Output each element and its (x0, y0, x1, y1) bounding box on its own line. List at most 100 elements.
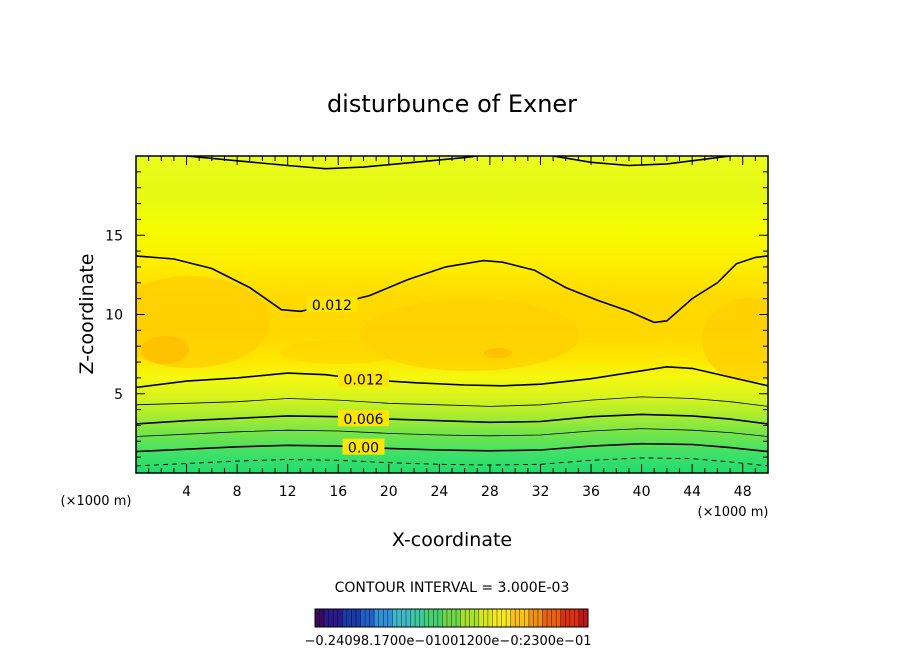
x-tick-label: 40 (633, 484, 651, 500)
contour-fill (136, 156, 768, 473)
x-tick-label: 20 (380, 484, 398, 500)
colorbar-segment (319, 609, 325, 627)
colorbar-segment (406, 609, 411, 627)
colorbar-segment (583, 609, 589, 627)
colorbar-segment (396, 609, 402, 627)
colorbar-segment (410, 609, 416, 627)
colorbar-segment (315, 609, 320, 627)
colorbar-segment (333, 609, 339, 627)
x-tick-label: 44 (683, 484, 701, 500)
colorbar-segment (419, 609, 425, 627)
colorbar-segment (501, 609, 507, 627)
colorbar-segment (342, 609, 348, 627)
y-unit-label: (×1000 m) (61, 494, 132, 509)
colorbar-segment (510, 609, 516, 627)
contour-line-0 (136, 255, 768, 324)
contour-label-2: 0.006 (343, 412, 383, 428)
colorbar-segment (415, 609, 420, 627)
core-center-middle (484, 348, 512, 358)
x-tick-label: 4 (182, 484, 191, 500)
y-tick-label: 5 (114, 387, 123, 403)
colorbar-segment (337, 609, 343, 627)
colorbar-segment (519, 609, 525, 627)
contour-label-bg-0 (306, 295, 358, 312)
colorbar-segment (515, 609, 521, 627)
colorbar-segment (574, 609, 580, 627)
contour-line-8 (552, 156, 731, 167)
contour-interval-label: CONTOUR INTERVAL = 3.000E-03 (335, 580, 570, 596)
y-tick-label: 15 (105, 228, 123, 244)
contour-labels: 0.012 0.012 0.006 0.00 (306, 295, 390, 457)
contour-line-2 (136, 396, 768, 407)
contour-label-bg-2 (338, 410, 390, 427)
colorbar-segment (524, 609, 530, 627)
contour-line-7 (186, 156, 478, 170)
colorbar-segment (451, 609, 457, 627)
colorbar-segment (460, 609, 466, 627)
colorbar-segment (474, 609, 480, 627)
colorbar-segment (355, 609, 361, 627)
core-band (280, 340, 400, 364)
colorbar-segment (483, 609, 489, 627)
colorbar-segment (387, 609, 393, 627)
colorbar-segment (428, 609, 434, 627)
contour-label-1: 0.012 (343, 372, 383, 388)
contour-line-3 (136, 413, 768, 425)
core-region-middle (360, 299, 580, 371)
colorbar-segment (487, 609, 493, 627)
colorbar-segment (533, 609, 539, 627)
core-center-left (141, 336, 189, 364)
colorbar-segment (442, 609, 448, 627)
colorbar-segment (392, 609, 398, 627)
contour-line-1 (136, 365, 768, 389)
colorbar-segment (365, 609, 370, 627)
colorbar-segment (465, 609, 470, 627)
colorbar-segment (374, 609, 379, 627)
y-tick-label: 10 (105, 308, 123, 324)
contour-lines (136, 156, 768, 467)
colorbar-segment (569, 609, 575, 627)
colorbar-segment (560, 609, 566, 627)
colorbar-segment (433, 609, 439, 627)
colorbar-segment (324, 609, 329, 627)
colorbar-segment (401, 609, 407, 627)
colorbar-segment (369, 609, 375, 627)
x-tick-label: 16 (329, 484, 347, 500)
x-tick-label: 24 (430, 484, 448, 500)
colorbar-segment (478, 609, 484, 627)
contour-label-bg-1 (338, 370, 390, 387)
contour-label-0: 0.012 (312, 298, 352, 314)
x-tick-label: 28 (481, 484, 499, 500)
colorbar-segment (542, 609, 548, 627)
colorbar-segment (383, 609, 389, 627)
x-tick-label: 32 (532, 484, 550, 500)
colorbar-segment (547, 609, 552, 627)
core-region-left (136, 276, 270, 368)
x-unit-label: (×1000 m) (698, 505, 769, 520)
core-region-right (702, 298, 768, 382)
colorbar-labels: −0.24098.1700e−01001200e−0:2300e−01 (305, 634, 592, 649)
contour-line-5 (136, 442, 768, 453)
x-axis-label: X-coordinate (392, 529, 512, 551)
colorbar-segment (351, 609, 357, 627)
colorbar-segment (492, 609, 498, 627)
colorbar-segment (437, 609, 443, 627)
colorbar-segment (456, 609, 461, 627)
colorbar-segment (556, 609, 561, 627)
contour-label-bg-3 (342, 438, 385, 455)
colorbar-segment (446, 609, 452, 627)
colorbar-segment (537, 609, 543, 627)
colorbar (314, 608, 589, 628)
colorbar-segment (528, 609, 534, 627)
y-axis-label: Z-coordinate (76, 254, 98, 375)
contour-line-6 (136, 457, 768, 467)
colorbar-segment (469, 609, 475, 627)
colorbar-segment (506, 609, 511, 627)
colorbar-segment (578, 609, 584, 627)
colorbar-segment (346, 609, 352, 627)
x-tick-label: 8 (233, 484, 242, 500)
x-tick-label: 12 (279, 484, 297, 500)
colorbar-segment (497, 609, 502, 627)
